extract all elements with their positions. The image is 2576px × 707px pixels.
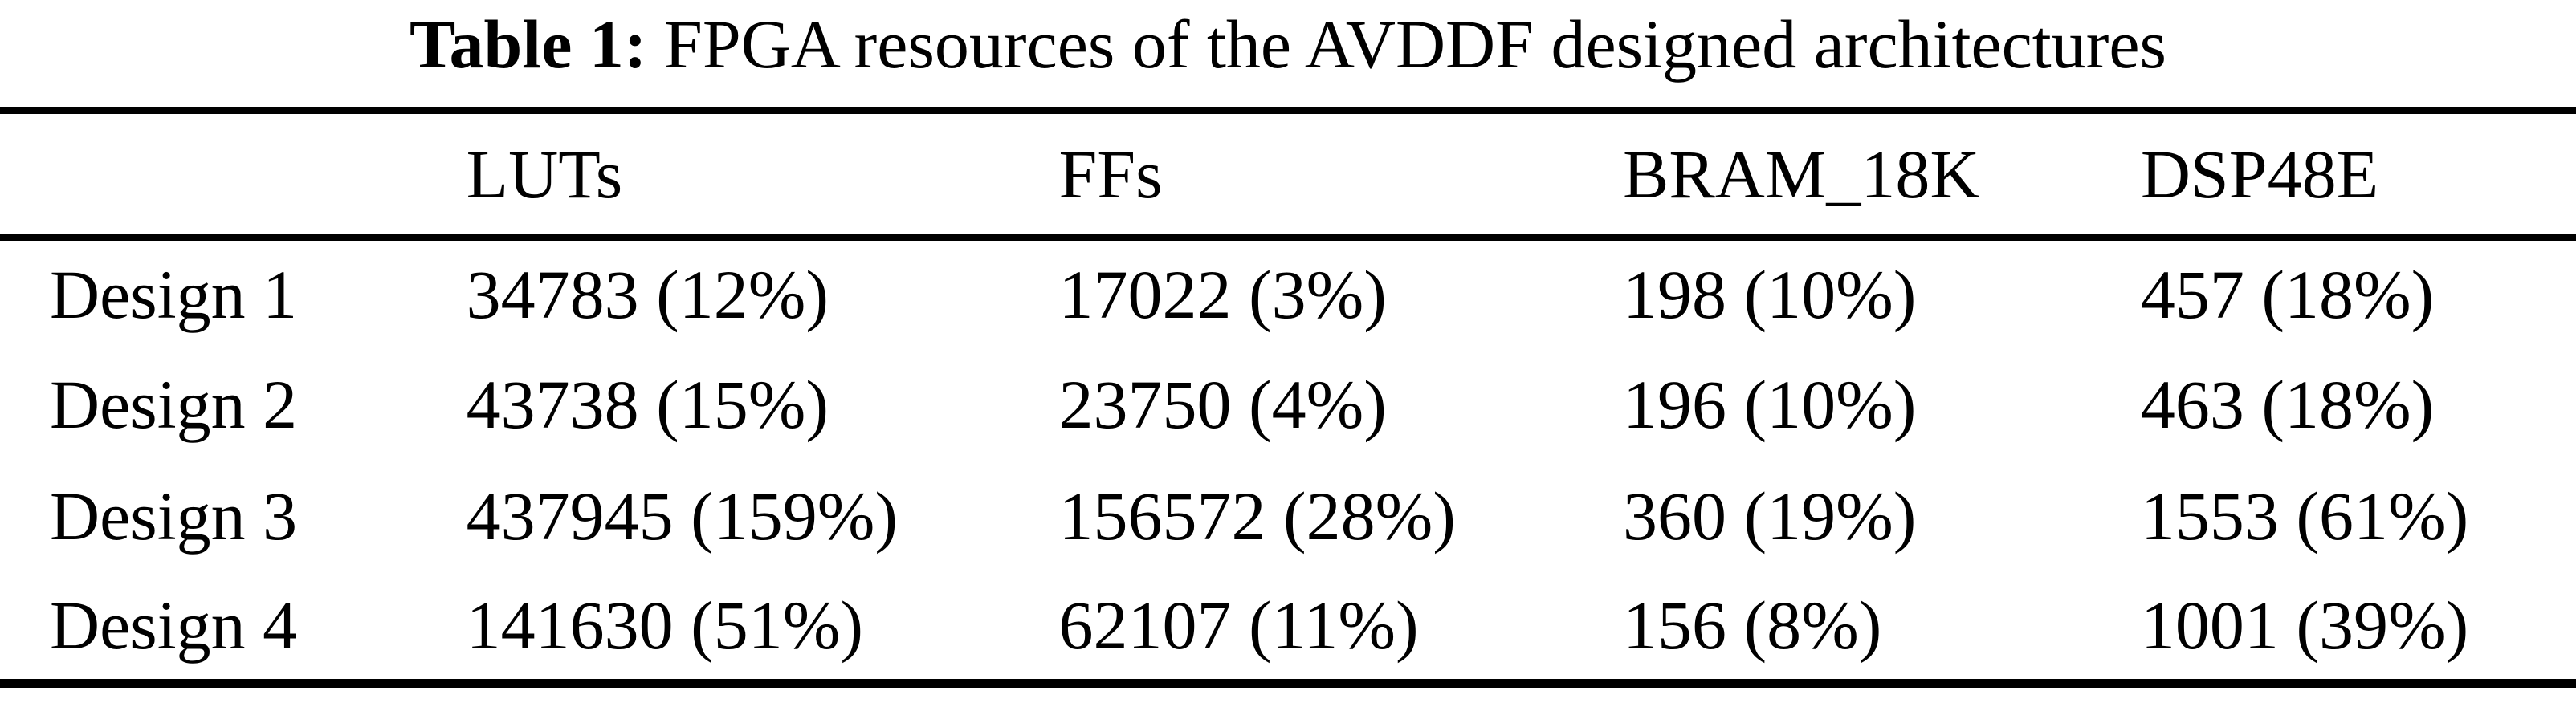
resources-table-wrap: LUTs FFs BRAM_18K DSP48E Design 1 34783 … (0, 107, 2576, 688)
fpga-resources-table: LUTs FFs BRAM_18K DSP48E Design 1 34783 … (0, 107, 2576, 688)
row-label: Design 1 (50, 256, 298, 334)
cell-luts: 43738 (15%) (466, 366, 829, 443)
cell-ffs: 62107 (11%) (1058, 587, 1419, 664)
table-caption-text: FPGA resources of the AVDDF designed arc… (646, 6, 2166, 83)
cell-ffs: 23750 (4%) (1058, 366, 1387, 443)
table-row: Design 1 34783 (12%) 17022 (3%) 198 (10%… (0, 238, 2576, 349)
table-row: Design 3 437945 (159%) 156572 (28%) 360 … (0, 461, 2576, 572)
cell-bram-18k: 360 (19%) (1623, 477, 1917, 555)
cell-ffs: 156572 (28%) (1058, 477, 1456, 555)
table-row: Design 4 141630 (51%) 62107 (11%) 156 (8… (0, 572, 2576, 684)
cell-dsp48e: 463 (18%) (2140, 366, 2435, 443)
cell-bram-18k: 198 (10%) (1623, 256, 1917, 334)
cell-bram-18k: 156 (8%) (1623, 587, 1882, 664)
header-row: LUTs FFs BRAM_18K DSP48E (0, 111, 2576, 238)
cell-luts: 437945 (159%) (466, 477, 899, 555)
table-caption: Table 1: FPGA resources of the AVDDF des… (0, 0, 2576, 88)
cell-luts: 141630 (51%) (466, 587, 864, 664)
cell-bram-18k: 196 (10%) (1623, 366, 1917, 443)
cell-luts: 34783 (12%) (466, 256, 829, 334)
table-caption-label: Table 1: (410, 6, 647, 83)
cell-ffs: 17022 (3%) (1058, 256, 1387, 334)
cell-dsp48e: 1553 (61%) (2140, 477, 2469, 555)
header-cell-dsp48e: DSP48E (2140, 135, 2379, 213)
table-row: Design 2 43738 (15%) 23750 (4%) 196 (10%… (0, 349, 2576, 461)
header-cell-luts: LUTs (466, 135, 623, 213)
cell-dsp48e: 1001 (39%) (2140, 587, 2469, 664)
row-label: Design 2 (50, 366, 298, 443)
row-label: Design 3 (50, 477, 298, 555)
header-cell-empty (0, 111, 467, 238)
header-cell-ffs: FFs (1058, 135, 1163, 213)
row-label: Design 4 (50, 587, 298, 664)
cell-dsp48e: 457 (18%) (2140, 256, 2435, 334)
header-cell-bram-18k: BRAM_18K (1623, 135, 1980, 213)
